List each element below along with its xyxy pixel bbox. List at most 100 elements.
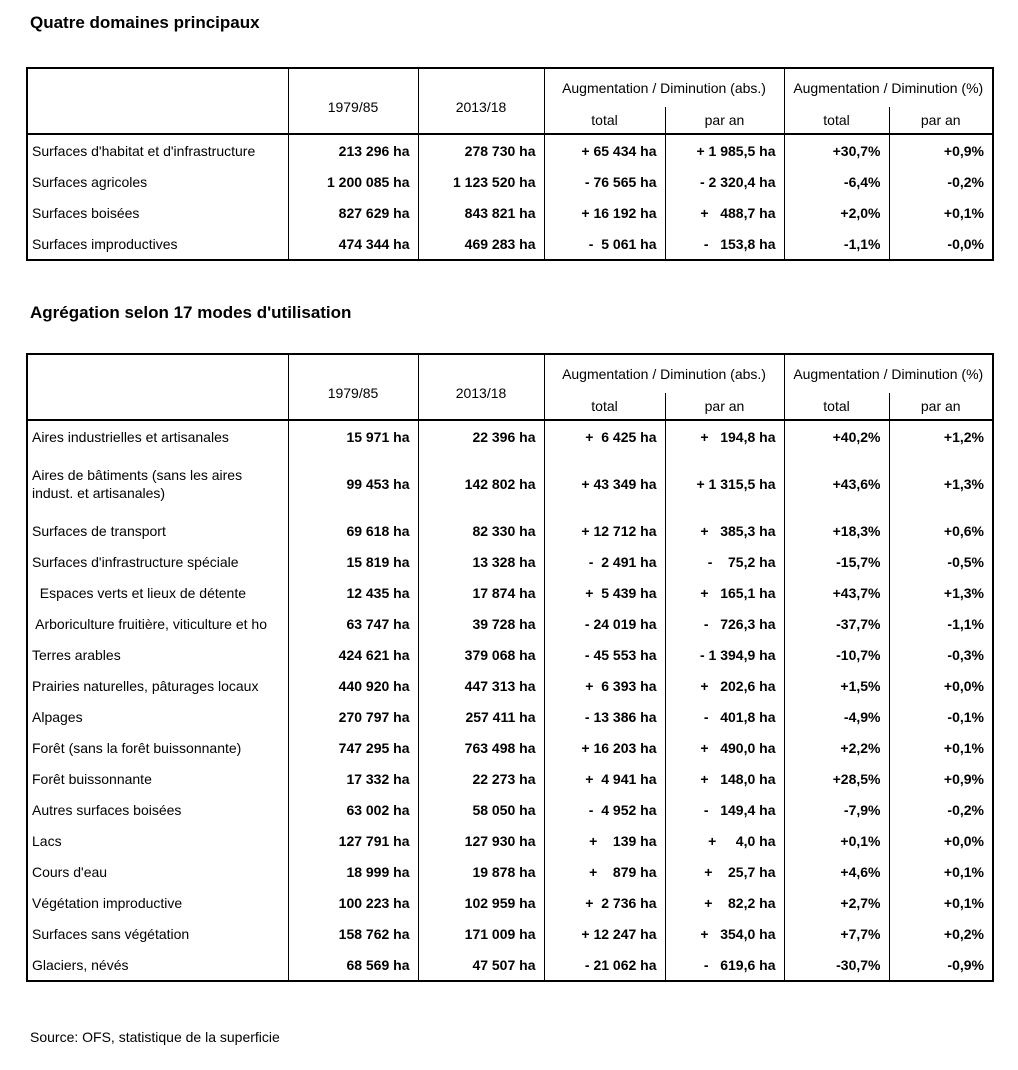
cell-pct-par-an: +0,1%	[888, 856, 993, 887]
col-subheader-pct-par-an: par an	[888, 393, 993, 421]
cell-abs-par-an: + 82,2 ha	[664, 887, 784, 918]
row-label: Surfaces d'infrastructure spéciale	[26, 546, 288, 577]
table-row: Autres surfaces boisées 63 002 ha 58 050 h…	[26, 794, 993, 825]
cell-abs-par-an: + 25,7 ha	[664, 856, 784, 887]
table-row: Espaces verts et lieux de détente 12 435 …	[26, 577, 993, 608]
cell-abs-par-an: - 149,4 ha	[664, 794, 784, 825]
cell-2013-18: 843 821 ha	[417, 197, 544, 228]
cell-pct-par-an: -0,2%	[888, 166, 993, 197]
cell-pct-total: +43,7%	[783, 577, 889, 608]
cell-1979-85: 213 296 ha	[287, 134, 418, 166]
cell-abs-par-an: + 165,1 ha	[664, 577, 784, 608]
cell-abs-par-an: + 202,6 ha	[664, 670, 784, 701]
table-row: Forêt (sans la forêt buissonnante) 747 29…	[26, 732, 993, 763]
header-row-sub: total par an total par an	[27, 393, 993, 421]
table-row: Aires industrielles et artisanales 15 971…	[26, 420, 993, 452]
cell-1979-85: 158 762 ha	[287, 918, 418, 949]
row-label: Alpages	[26, 701, 288, 732]
cell-pct-total: +40,2%	[783, 420, 889, 452]
table-row: Surfaces de transport 69 618 ha 82 330 ha +…	[26, 515, 993, 546]
cell-pct-par-an: -0,5%	[888, 546, 993, 577]
row-label: Terres arables	[26, 639, 288, 670]
col-subheader-abs-total: total	[543, 107, 665, 135]
cell-2013-18: 469 283 ha	[417, 228, 544, 260]
table-row: Forêt buissonnante 17 332 ha 22 273 ha + 4 …	[26, 763, 993, 794]
row-label: Cours d'eau	[26, 856, 288, 887]
col-group-augmentation-diminution-abs: Augmentation / Diminution (abs.)	[543, 354, 784, 393]
cell-abs-total: + 4 941 ha	[543, 763, 665, 794]
row-label: Surfaces agricoles	[26, 166, 288, 197]
table-row: Cours d'eau 18 999 ha 19 878 ha + 879 ha + 2…	[26, 856, 993, 887]
cell-abs-total: - 5 061 ha	[543, 228, 665, 260]
cell-1979-85: 68 569 ha	[287, 949, 418, 981]
source-note: Source: OFS, statistique de la superfici…	[30, 1029, 280, 1045]
cell-abs-par-an: - 619,6 ha	[664, 949, 784, 981]
cell-pct-total: +43,6%	[783, 452, 889, 515]
cell-1979-85: 99 453 ha	[287, 452, 418, 515]
col-subheader-pct-par-an: par an	[888, 107, 993, 135]
table-agregation-17-modes: 1979/85 2013/18 Augmentation / Diminution …	[26, 353, 994, 982]
cell-pct-total: -15,7%	[783, 546, 889, 577]
cell-pct-par-an: -0,9%	[888, 949, 993, 981]
cell-2013-18: 13 328 ha	[417, 546, 544, 577]
cell-pct-total: +1,5%	[783, 670, 889, 701]
cell-2013-18: 22 273 ha	[417, 763, 544, 794]
cell-pct-par-an: -1,1%	[888, 608, 993, 639]
cell-abs-par-an: + 488,7 ha	[664, 197, 784, 228]
cell-abs-total: - 76 565 ha	[543, 166, 665, 197]
row-label: Végétation improductive	[26, 887, 288, 918]
cell-pct-total: +30,7%	[783, 134, 889, 166]
cell-1979-85: 63 002 ha	[287, 794, 418, 825]
cell-pct-total: -6,4%	[783, 166, 889, 197]
cell-abs-total: + 16 203 ha	[543, 732, 665, 763]
cell-1979-85: 1 200 085 ha	[287, 166, 418, 197]
section-title-quatre-domaines: Quatre domaines principaux	[30, 13, 260, 32]
col-subheader-abs-par-an: par an	[664, 107, 784, 135]
col-header-2013-18: 2013/18	[417, 68, 544, 135]
cell-abs-par-an: - 75,2 ha	[664, 546, 784, 577]
cell-abs-total: + 6 425 ha	[543, 420, 665, 452]
cell-pct-total: +2,7%	[783, 887, 889, 918]
cell-2013-18: 47 507 ha	[417, 949, 544, 981]
cell-pct-total: -30,7%	[783, 949, 889, 981]
cell-abs-total: + 12 247 ha	[543, 918, 665, 949]
table-row: Glaciers, névés 68 569 ha 47 507 ha - 21 06…	[26, 949, 993, 981]
cell-pct-par-an: -0,2%	[888, 794, 993, 825]
cell-abs-total: + 16 192 ha	[543, 197, 665, 228]
header-row-groups: 1979/85 2013/18 Augmentation / Diminution …	[26, 354, 993, 421]
cell-pct-total: -1,1%	[783, 228, 889, 260]
table-row: Surfaces boisées 827 629 ha 843 821 ha + 16…	[26, 197, 993, 228]
cell-1979-85: 747 295 ha	[287, 732, 418, 763]
cell-pct-total: +7,7%	[783, 918, 889, 949]
cell-abs-total: - 2 491 ha	[543, 546, 665, 577]
cell-2013-18: 19 878 ha	[417, 856, 544, 887]
cell-pct-total: +4,6%	[783, 856, 889, 887]
cell-pct-par-an: +0,9%	[888, 134, 993, 166]
table-row: Surfaces d'habitat et d'infrastructure 21…	[26, 134, 993, 166]
cell-1979-85: 12 435 ha	[287, 577, 418, 608]
table-row: Aires de bâtiments (sans les aires indus…	[26, 452, 993, 515]
cell-pct-par-an: +0,9%	[888, 763, 993, 794]
table-body: Surfaces d'habitat et d'infrastructure 21…	[26, 134, 993, 260]
cell-abs-par-an: + 490,0 ha	[664, 732, 784, 763]
cell-abs-par-an: + 148,0 ha	[664, 763, 784, 794]
cell-2013-18: 278 730 ha	[417, 134, 544, 166]
table-row: Lacs 127 791 ha 127 930 ha + 139 ha + 4,0 ha…	[26, 825, 993, 856]
cell-pct-total: +0,1%	[783, 825, 889, 856]
cell-pct-par-an: +0,0%	[888, 670, 993, 701]
row-label: Aires industrielles et artisanales	[26, 420, 288, 452]
cell-1979-85: 474 344 ha	[287, 228, 418, 260]
cell-pct-total: +2,2%	[783, 732, 889, 763]
cell-pct-par-an: +0,2%	[888, 918, 993, 949]
col-subheader-abs-par-an: par an	[664, 393, 784, 421]
row-label: Autres surfaces boisées	[26, 794, 288, 825]
cell-1979-85: 15 819 ha	[287, 546, 418, 577]
cell-1979-85: 18 999 ha	[287, 856, 418, 887]
cell-2013-18: 22 396 ha	[417, 420, 544, 452]
col-subheader-abs-total: total	[543, 393, 665, 421]
row-label: Prairies naturelles, pâturages locaux	[26, 670, 288, 701]
table-row: Surfaces agricoles 1 200 085 ha 1 123 520 …	[26, 166, 993, 197]
cell-abs-par-an: + 1 315,5 ha	[664, 452, 784, 515]
cell-abs-par-an: - 1 394,9 ha	[664, 639, 784, 670]
cell-1979-85: 63 747 ha	[287, 608, 418, 639]
